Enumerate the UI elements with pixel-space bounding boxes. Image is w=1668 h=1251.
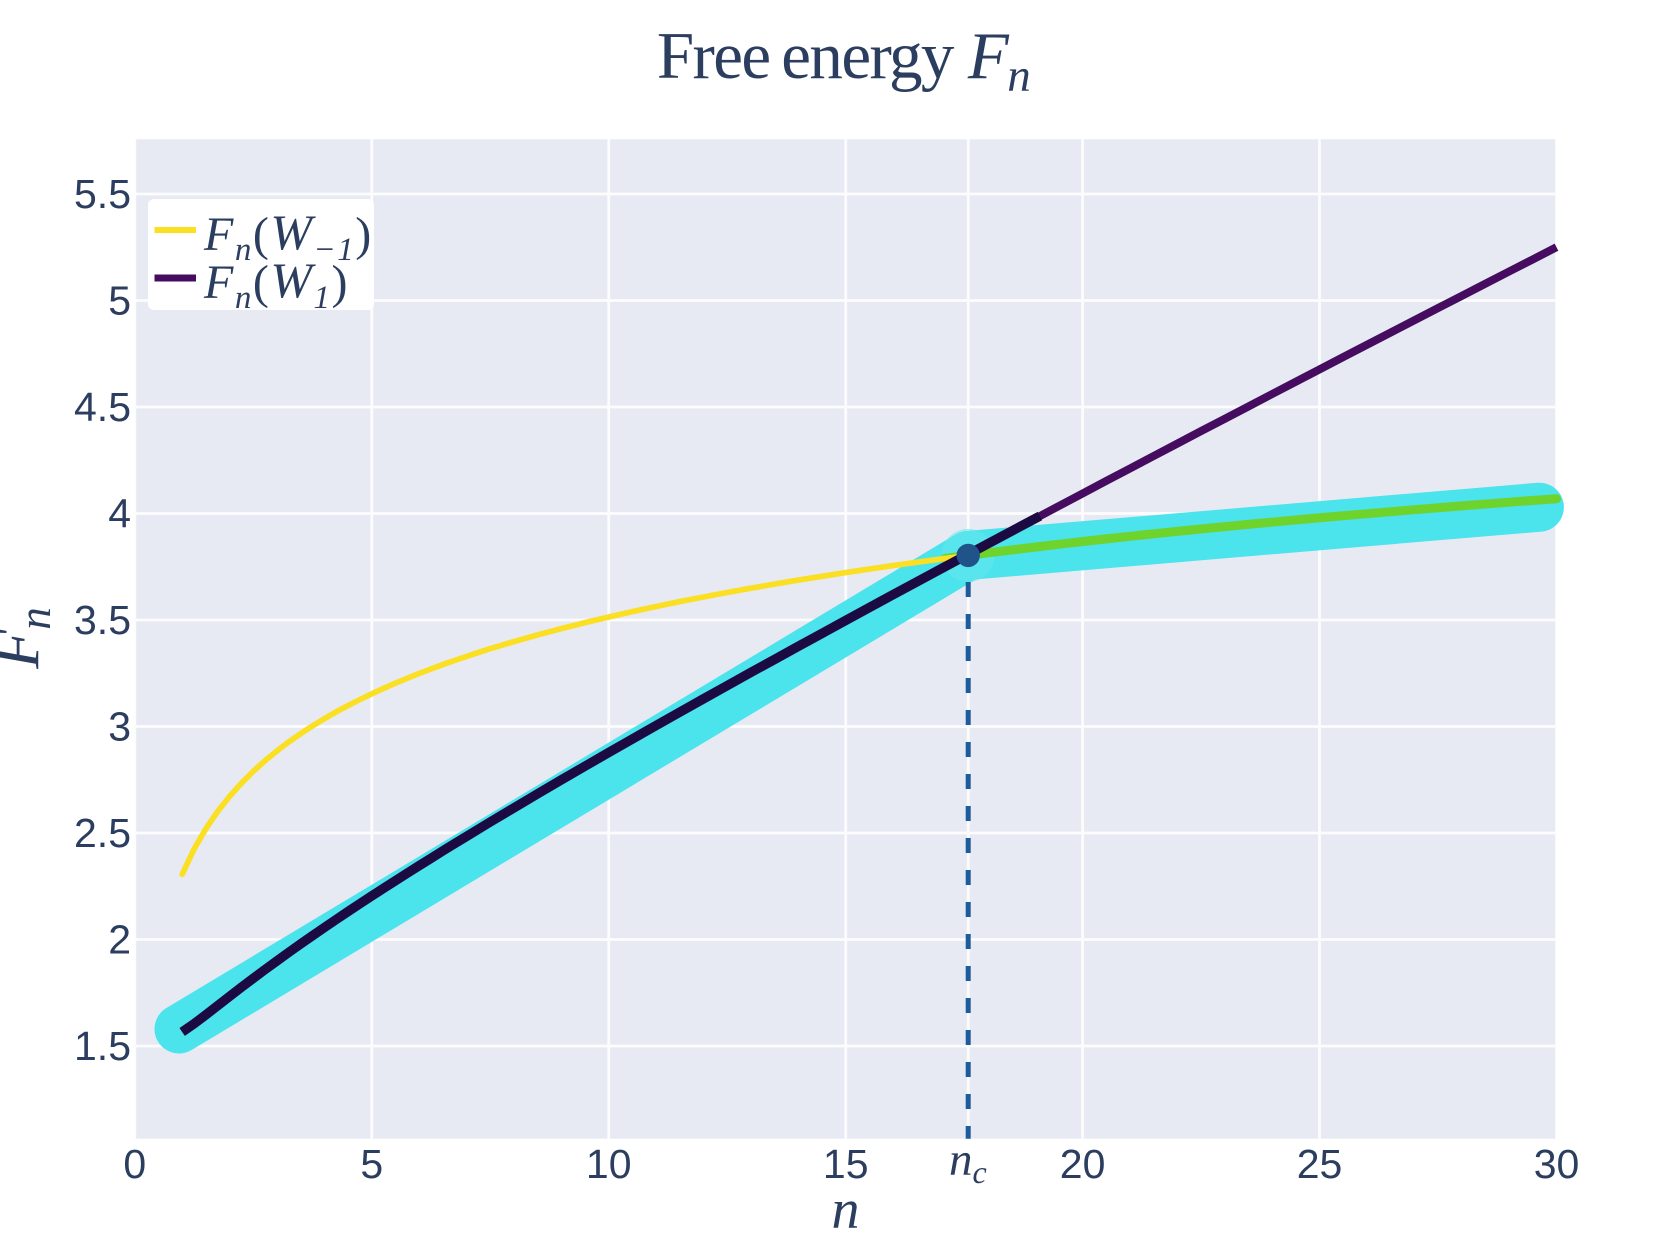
- svg-text:10: 10: [586, 1141, 632, 1187]
- svg-text:5: 5: [360, 1141, 383, 1187]
- svg-text:Free energy Fn: Free energy Fn: [657, 19, 1029, 102]
- svg-text:4.5: 4.5: [74, 384, 131, 430]
- svg-text:20: 20: [1060, 1141, 1106, 1187]
- svg-text:5.5: 5.5: [74, 171, 131, 217]
- svg-text:4: 4: [108, 491, 131, 537]
- svg-text:Fn: Fn: [0, 607, 60, 670]
- svg-text:15: 15: [823, 1141, 869, 1187]
- svg-text:1.5: 1.5: [74, 1023, 131, 1069]
- svg-text:25: 25: [1297, 1141, 1343, 1187]
- svg-text:2.5: 2.5: [74, 810, 131, 856]
- svg-text:3: 3: [108, 704, 131, 750]
- svg-text:30: 30: [1534, 1141, 1580, 1187]
- svg-text:2: 2: [108, 917, 131, 963]
- svg-text:5: 5: [108, 278, 131, 324]
- svg-text:0: 0: [123, 1141, 146, 1187]
- svg-text:n: n: [832, 1179, 860, 1241]
- svg-text:3.5: 3.5: [74, 597, 131, 643]
